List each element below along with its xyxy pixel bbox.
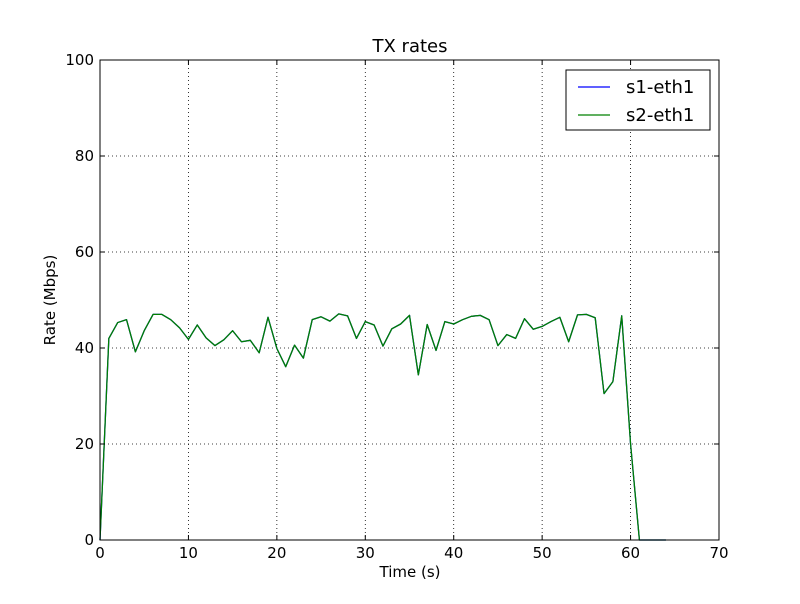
y-tick-label: 80 xyxy=(75,147,94,165)
plot-frame xyxy=(99,59,720,541)
x-tick-label: 0 xyxy=(95,544,105,562)
x-tick-label: 20 xyxy=(267,544,286,562)
y-axis-label: Rate (Mbps) xyxy=(41,255,59,346)
x-axis-label: Time (s) xyxy=(379,563,441,581)
x-tick-label: 40 xyxy=(444,544,463,562)
legend-label-s2-eth1: s2-eth1 xyxy=(626,105,694,126)
x-tick-label: 70 xyxy=(709,544,728,562)
legend: s1-eth1 s2-eth1 xyxy=(565,69,711,131)
grid xyxy=(100,60,719,540)
plot-area xyxy=(100,60,719,540)
series-line-s2-eth1 xyxy=(99,313,666,541)
x-tick-label: 10 xyxy=(179,544,198,562)
y-tick-label: 40 xyxy=(75,339,94,357)
y-tick-label: 100 xyxy=(65,51,94,69)
x-tick-label: 50 xyxy=(533,544,552,562)
series-layer xyxy=(99,313,666,541)
x-tick-label: 60 xyxy=(621,544,640,562)
legend-label-s1-eth1: s1-eth1 xyxy=(626,77,694,98)
y-tick-label: 60 xyxy=(75,243,94,261)
y-tick-label: 0 xyxy=(84,531,94,549)
legend-box xyxy=(565,69,711,131)
chart-title: TX rates xyxy=(372,36,448,57)
y-tick-label: 20 xyxy=(75,435,94,453)
axis-ticks: 0 10 20 30 40 50 60 70 0 20 40 60 80 100 xyxy=(65,51,728,562)
x-tick-label: 30 xyxy=(356,544,375,562)
